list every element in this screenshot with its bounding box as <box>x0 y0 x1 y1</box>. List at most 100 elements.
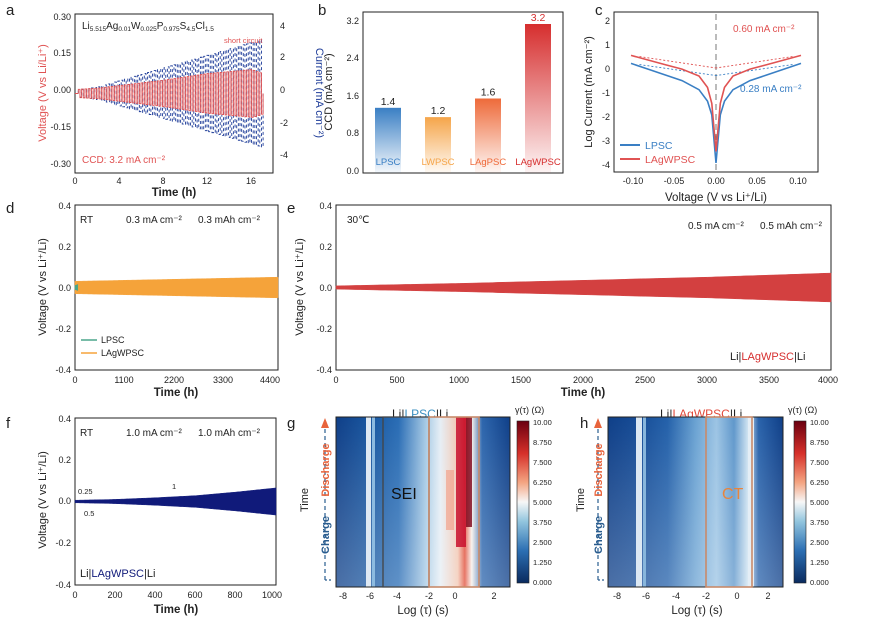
panel-letter-c: c <box>595 2 603 19</box>
c-ytick: 0 <box>605 64 610 74</box>
voltage-series <box>77 69 264 118</box>
f-ytick: -0.4 <box>55 580 71 590</box>
f-ytick: 0.4 <box>58 414 71 424</box>
f-xtick: 200 <box>107 590 122 600</box>
c-ytick: -4 <box>602 160 610 170</box>
e-ytick: -0.2 <box>316 324 332 334</box>
c-xtick: 0.00 <box>707 176 725 186</box>
bar-value-label: 3.2 <box>531 12 546 24</box>
a-ytick-left: 0.30 <box>53 12 71 22</box>
h-cbar-tick: 10.00 <box>810 418 829 427</box>
g-region-label: SEI <box>391 486 417 503</box>
e-ytick: 0.2 <box>319 242 332 252</box>
g-stripe <box>366 417 371 587</box>
h-colorbar <box>793 420 807 584</box>
d-ytick: -0.2 <box>55 324 71 334</box>
d-ylabel: Voltage (V vs Li⁺/Li) <box>37 238 49 336</box>
g-xtick: -6 <box>366 591 374 601</box>
d-xlabel: Time (h) <box>154 387 199 399</box>
h-region-label: CT <box>722 486 744 503</box>
arrow-head <box>321 418 329 428</box>
e-xtick: 4000 <box>818 375 838 385</box>
a-ytick-right: -2 <box>280 118 288 128</box>
h-stripe <box>643 417 646 587</box>
g-colorbar <box>516 420 530 584</box>
g-xtick: -8 <box>339 591 347 601</box>
tafel-fit-line <box>715 56 793 69</box>
bar-category-label: LAgWPSC <box>515 157 561 168</box>
d-ytick: 0.2 <box>58 242 71 252</box>
g-highlight-box <box>428 416 480 588</box>
d-legend-lpsc: LPSC <box>101 335 125 345</box>
b-bars: 1.4 LPSC 1.2 LWPSC 1.6 LAgPSC 3.2 LAgWPSC <box>375 12 561 173</box>
c-annotation-lagwpsc: 0.60 mA cm⁻² <box>733 24 795 35</box>
f-xlabel: Time (h) <box>154 604 199 616</box>
g-cbar-tick: 7.500 <box>533 458 552 467</box>
g-colorbar-title: γ(τ) (Ω) <box>515 405 544 415</box>
d-condition-capacity: 0.3 mAh cm⁻² <box>198 215 261 226</box>
e-xtick: 3000 <box>697 375 717 385</box>
formula-part: 0.025 <box>140 26 157 33</box>
h-cbar-tick: 0.000 <box>810 578 829 587</box>
g-cbar-tick: 10.00 <box>533 418 552 427</box>
g-hotspot <box>446 470 454 530</box>
c-xlabel: Voltage (V vs Li⁺/Li) <box>665 192 767 204</box>
c-annotation-lpsc: 0.28 mA cm⁻² <box>740 84 802 95</box>
f-xtick: 400 <box>147 590 162 600</box>
h-cbar-tick: 5.000 <box>810 498 829 507</box>
f-xtick: 0 <box>72 590 77 600</box>
h-xtick: 2 <box>765 591 770 601</box>
g-xtick: -4 <box>393 591 401 601</box>
f-condition-capacity: 1.0 mAh cm⁻² <box>198 428 261 439</box>
a-ytick-right: 4 <box>280 21 285 31</box>
e-xtick: 3500 <box>759 375 779 385</box>
e-xtick: 0 <box>333 375 338 385</box>
panel-e: e 30℃ 0.5 mA cm⁻² 0.5 mAh cm⁻² Li|LAgWPS… <box>287 200 838 399</box>
d-ytick: 0.0 <box>58 283 71 293</box>
d-xtick: 4400 <box>260 375 280 385</box>
panel-a: a Li5.515Ag0.01W0.025P0.975S4.5Cl1.5 sho… <box>6 2 325 199</box>
f-cell-label: Li|LAgWPSC|Li <box>80 568 155 580</box>
d-condition-rt: RT <box>80 215 93 226</box>
f-xtick: 800 <box>227 590 242 600</box>
formula-part: Ag <box>106 21 118 32</box>
bar-category-label: LAgPSC <box>470 157 507 168</box>
h-colorbar-title: γ(τ) (Ω) <box>788 405 817 415</box>
a-xlabel: Time (h) <box>152 187 197 199</box>
a-xtick: 12 <box>202 176 212 186</box>
short-circuit-annotation: short circuit <box>224 36 263 45</box>
a-ytick-left: -0.30 <box>50 159 71 169</box>
bar-lpsc <box>375 107 401 173</box>
e-ytick: -0.4 <box>316 365 332 375</box>
cell-prefix: Li| <box>80 568 91 580</box>
formula-part: 4.5 <box>186 26 195 33</box>
e-cell-label: Li|LAgWPSC|Li <box>730 351 805 363</box>
bar-value-label: 1.4 <box>381 96 396 108</box>
h-heatmap-shade <box>608 417 783 587</box>
g-ylabel: Time <box>299 488 311 512</box>
g-discharge-label: Discharge <box>320 443 332 496</box>
h-xlabel: Log (τ) (s) <box>671 605 722 617</box>
f-mark-025: 0.25 <box>78 487 93 496</box>
g-xtick: 2 <box>491 591 496 601</box>
tafel-fit-line <box>639 56 717 69</box>
h-cbar-tick: 7.500 <box>810 458 829 467</box>
formula-part: 1.5 <box>205 26 214 33</box>
f-xtick: 1000 <box>262 590 282 600</box>
formula-part: S <box>180 21 187 32</box>
panel-letter-a: a <box>6 2 15 19</box>
c-xtick: -0.10 <box>623 176 644 186</box>
formula-part: 5.515 <box>90 26 107 33</box>
f-ytick: 0.2 <box>58 455 71 465</box>
panel-letter-b: b <box>318 2 326 19</box>
c-legend-lagwpsc: LAgWPSC <box>645 154 696 166</box>
c-legend-lpsc: LPSC <box>645 140 673 152</box>
f-ytick: 0.0 <box>58 496 71 506</box>
f-ytick: -0.2 <box>55 538 71 548</box>
formula-part: P <box>157 21 164 32</box>
f-mark-1: 1 <box>172 482 176 491</box>
c-ylabel: Log Current (mA cm⁻²) <box>583 36 595 148</box>
h-xtick: -6 <box>642 591 650 601</box>
b-ytick: 0.0 <box>346 166 359 176</box>
